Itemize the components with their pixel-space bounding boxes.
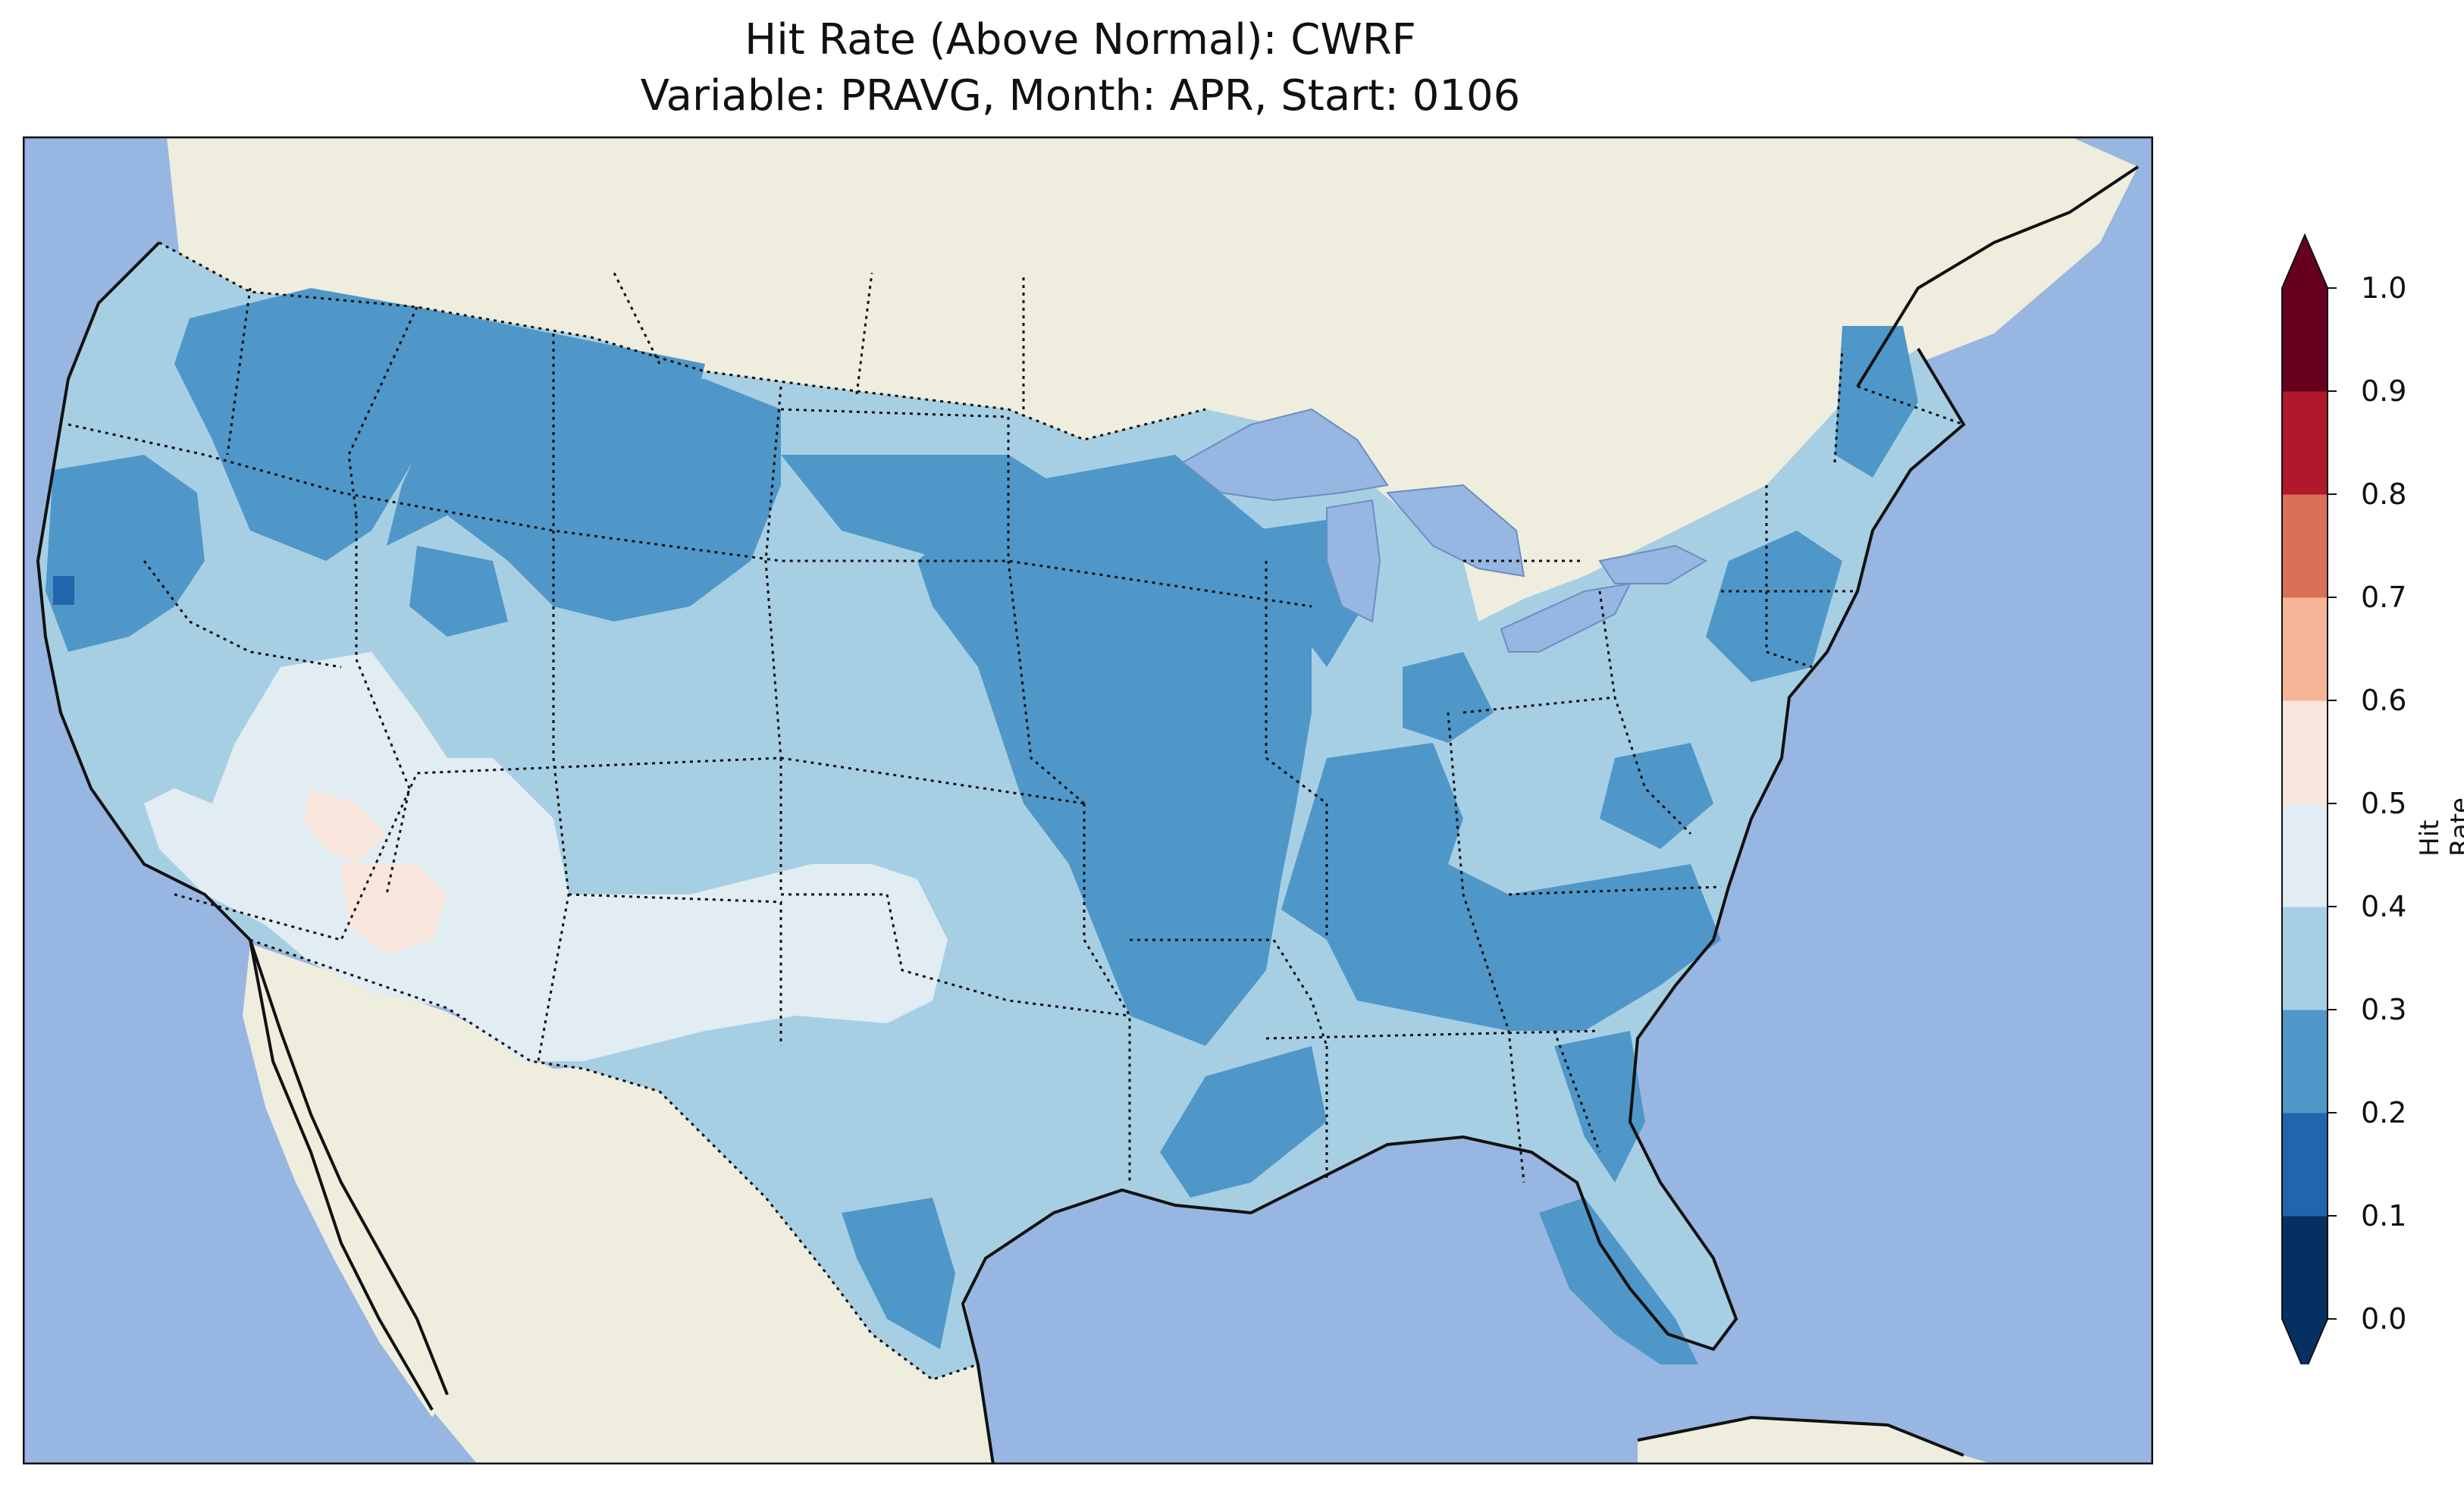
hit-rate-0.1-0.2-pixel xyxy=(53,576,74,605)
colorbar-tick-label: 0.3 xyxy=(2361,993,2407,1026)
great-lakes xyxy=(1181,408,1708,653)
colorbar-tick-label: 0.2 xyxy=(2361,1096,2407,1129)
hit-rate-0.5-0.6-region xyxy=(303,788,447,955)
colorbar-bin-0.9-1.0 xyxy=(2282,288,2328,392)
hit-rate-0.2-0.3-regions xyxy=(45,288,1918,1364)
colorbar-bin-0.1-0.2 xyxy=(2282,1113,2328,1217)
coastlines xyxy=(36,165,2140,1464)
colorbar-bin-0.2-0.3 xyxy=(2282,1010,2328,1113)
map-plot xyxy=(23,136,2153,1464)
colorbar-bin-0.5-0.6 xyxy=(2282,700,2328,804)
state-borders xyxy=(67,272,1964,1183)
colorbar-tick-label: 0.6 xyxy=(2361,684,2407,717)
colorbar-tick-label: 1.0 xyxy=(2361,271,2407,305)
colorbar-extend-min xyxy=(2282,1319,2328,1364)
colorbar-extend-max xyxy=(2282,235,2328,288)
colorbar xyxy=(2281,233,2337,1364)
colorbar-tick-label: 0.7 xyxy=(2361,581,2407,614)
colorbar-bin-0.0-0.1 xyxy=(2282,1216,2328,1320)
colorbar-tick-label: 0.5 xyxy=(2361,787,2407,820)
hit-rate-0.4-0.5-region xyxy=(144,652,948,1061)
colorbar-bin-0.3-0.4 xyxy=(2282,907,2328,1010)
colorbar-tick-label: 0.1 xyxy=(2361,1199,2407,1232)
us-canada-border xyxy=(158,241,1206,441)
colorbar-tick-label: 0.9 xyxy=(2361,374,2407,408)
canada-land xyxy=(167,136,2138,622)
colorbar-bin-0.6-0.7 xyxy=(2282,597,2328,701)
colorbar-bin-0.4-0.5 xyxy=(2282,803,2328,907)
colorbar-tick-label: 0.4 xyxy=(2361,890,2407,923)
colorbar-tick-label: 0.8 xyxy=(2361,478,2407,511)
chart-subtitle: Variable: PRAVG, Month: APR, Start: 0106 xyxy=(640,71,1521,121)
colorbar-bin-0.7-0.8 xyxy=(2282,494,2328,598)
colorbar-tick-label: 0.0 xyxy=(2361,1302,2407,1336)
chart-title: Hit Rate (Above Normal): CWRF xyxy=(745,15,1416,64)
colorbar-label: Hit Rate xyxy=(2415,797,2464,857)
colorbar-bin-0.8-0.9 xyxy=(2282,391,2328,495)
map-frame xyxy=(23,136,2153,1464)
cuba-land xyxy=(1638,1417,1994,1464)
baja-peninsula xyxy=(243,944,447,1417)
mexico-land xyxy=(250,944,993,1464)
us-mexico-border xyxy=(249,938,979,1381)
